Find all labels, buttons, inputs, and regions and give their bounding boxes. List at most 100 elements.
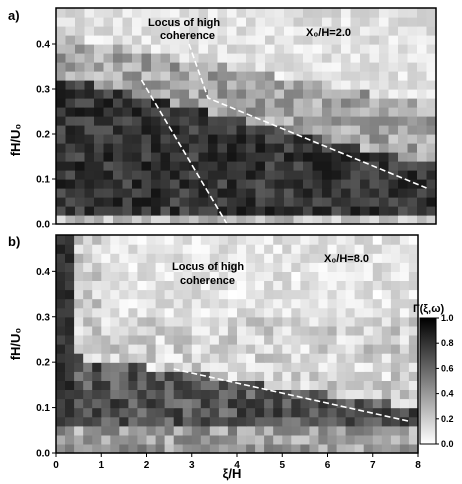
map-cell <box>208 26 219 36</box>
map-cell <box>101 389 111 400</box>
map-cell <box>381 434 392 445</box>
map-cell <box>84 98 95 108</box>
map-cell <box>122 197 133 207</box>
map-cell <box>227 170 238 180</box>
panel-b-condition: X₀/H=8.0 <box>324 253 369 265</box>
map-cell <box>110 371 120 381</box>
map-cell <box>146 434 157 445</box>
map-cell <box>327 362 338 372</box>
map-cell <box>255 80 266 90</box>
map-cell <box>363 353 374 363</box>
map-cell <box>151 8 162 18</box>
map-cell <box>388 44 399 54</box>
map-cell <box>227 8 238 18</box>
map-cell <box>119 244 129 254</box>
map-cell <box>173 371 184 381</box>
map-cell <box>408 362 419 372</box>
map-cell <box>227 280 238 291</box>
map-cell <box>84 53 95 63</box>
map-cell <box>273 244 283 254</box>
map-cell <box>218 289 229 300</box>
map-cell <box>274 179 285 189</box>
map-cell <box>255 26 266 36</box>
map-cell <box>265 161 276 171</box>
map-cell <box>300 307 311 318</box>
map-cell <box>119 289 129 300</box>
map-cell <box>218 344 229 354</box>
map-cell <box>312 125 323 135</box>
map-cell <box>236 215 247 225</box>
map-cell <box>119 371 129 381</box>
map-cell <box>128 334 139 345</box>
map-cell <box>372 244 383 254</box>
map-cell <box>146 443 157 454</box>
map-cell <box>236 17 247 27</box>
map-cell <box>56 235 66 245</box>
map-cell <box>191 244 202 254</box>
panel-a-locus-lines <box>140 43 427 225</box>
map-cell <box>179 125 190 135</box>
map-cell <box>309 235 320 245</box>
map-cell <box>354 398 365 409</box>
map-cell <box>191 434 202 445</box>
map-cell <box>164 398 175 409</box>
map-cell <box>74 398 84 409</box>
map-cell <box>407 179 418 189</box>
map-cell <box>160 170 171 180</box>
map-cell <box>312 107 323 117</box>
map-cell <box>381 398 392 409</box>
map-cell <box>74 244 84 254</box>
map-cell <box>179 17 190 27</box>
map-cell <box>94 179 105 189</box>
map-cell <box>146 362 157 372</box>
map-cell <box>83 271 93 281</box>
map-cell <box>379 89 390 99</box>
map-cell <box>84 197 95 207</box>
map-cell <box>363 434 374 445</box>
map-cell <box>303 125 314 135</box>
map-cell <box>309 307 320 318</box>
map-cell <box>336 262 347 272</box>
map-cell <box>191 316 202 327</box>
map-cell <box>327 389 338 400</box>
map-cell <box>255 161 266 171</box>
map-cell <box>309 407 320 418</box>
map-cell <box>182 380 193 390</box>
map-cell <box>331 89 342 99</box>
map-cell <box>246 235 256 245</box>
map-cell <box>293 53 304 63</box>
map-cell <box>182 443 193 454</box>
map-cell <box>65 179 76 189</box>
map-cell <box>65 262 75 272</box>
map-cell <box>146 407 157 418</box>
map-cell <box>265 53 276 63</box>
map-cell <box>179 8 190 18</box>
map-cell <box>75 26 86 36</box>
map-cell <box>273 434 283 445</box>
map-cell <box>246 197 257 207</box>
map-cell <box>103 143 114 153</box>
map-cell <box>369 179 380 189</box>
map-cell <box>94 71 105 81</box>
map-cell <box>350 53 361 63</box>
map-cell <box>155 298 166 309</box>
map-cell <box>218 353 229 363</box>
map-cell <box>113 26 124 36</box>
map-cell <box>113 8 124 18</box>
map-cell <box>83 389 93 400</box>
map-cell <box>209 443 220 454</box>
map-cell <box>408 262 419 272</box>
map-cell <box>65 26 76 36</box>
map-cell <box>160 107 171 117</box>
map-cell <box>56 98 67 108</box>
map-cell <box>408 271 419 281</box>
map-cell <box>369 8 380 18</box>
map-cell <box>372 362 383 372</box>
map-cell <box>284 98 295 108</box>
map-cell <box>84 125 95 135</box>
map-cell <box>350 44 361 54</box>
map-cell <box>217 53 228 63</box>
map-cell <box>336 298 347 309</box>
map-cell <box>179 44 190 54</box>
map-cell <box>182 362 193 372</box>
